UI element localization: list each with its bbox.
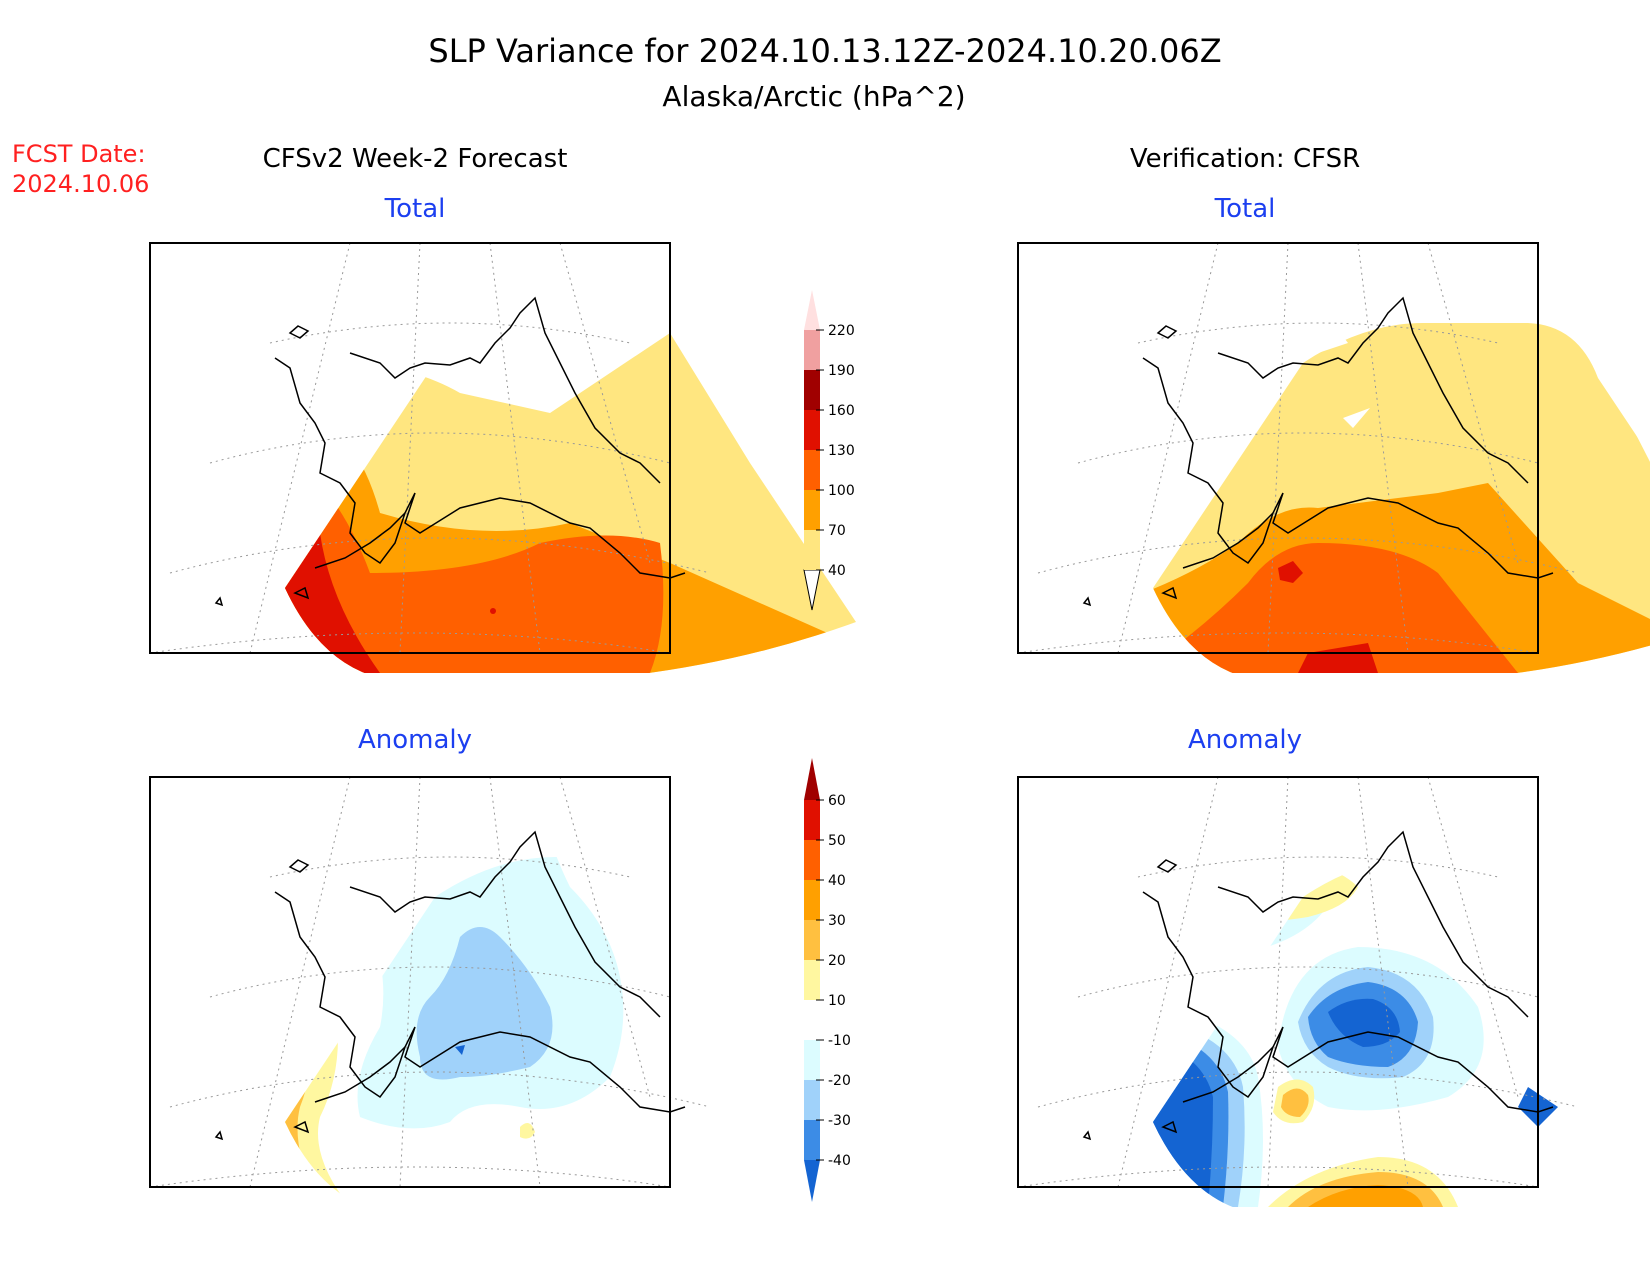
- colorbar-tip-top: [804, 290, 820, 330]
- colorbar-label: 70: [828, 523, 846, 539]
- forecast-column-heading: CFSv2 Week-2 Forecast: [263, 144, 568, 174]
- colorbar-segment: [804, 1080, 820, 1120]
- colorbar-label: 100: [828, 483, 855, 499]
- colorbar-segment: [804, 880, 820, 920]
- forecast-anomaly-map: [149, 776, 711, 1207]
- verification-total-map: [1017, 242, 1650, 673]
- fcst-date-value: 2024.10.06: [12, 170, 149, 198]
- colorbar-tip-top: [804, 758, 820, 800]
- colorbar-segment: [804, 450, 820, 490]
- colorbar-label: 30: [828, 913, 846, 929]
- colorbar-label: 220: [828, 323, 855, 339]
- colorbar-label: -30: [828, 1113, 851, 1129]
- verification-total-title: Total: [1214, 194, 1276, 224]
- subtitle: Alaska/Arctic (hPa^2): [662, 80, 965, 113]
- colorbar-label: 130: [828, 443, 855, 459]
- colorbar-segment: [804, 920, 820, 960]
- verification-column-heading: Verification: CFSR: [1130, 144, 1360, 174]
- forecast-total-map: [149, 242, 880, 673]
- colorbar-label: 40: [828, 563, 846, 579]
- colorbar-label: 40: [828, 873, 846, 889]
- colorbar-label: 60: [828, 793, 846, 809]
- colorbar-segment: [804, 490, 820, 530]
- colorbar-segment: [804, 1040, 820, 1080]
- anomaly-colorbar: 60 50 40 30 20 10 -10 -20 -30 -40: [804, 758, 851, 1202]
- colorbar-segment: [804, 1000, 820, 1040]
- colorbar-label: 50: [828, 833, 846, 849]
- colorbar-label: 160: [828, 403, 855, 419]
- colorbar-segment: [804, 530, 820, 570]
- forecast-total-title: Total: [384, 194, 446, 224]
- verification-anomaly-map: [1017, 776, 1579, 1207]
- colorbar-label: -20: [828, 1073, 851, 1089]
- verification-anomaly-title: Anomaly: [1188, 725, 1302, 755]
- fcst-date-label: FCST Date:: [12, 140, 146, 168]
- colorbar-segment: [804, 800, 820, 840]
- colorbar-label: 10: [828, 993, 846, 1009]
- colorbar-segment: [804, 1120, 820, 1160]
- colorbar-label: -10: [828, 1033, 851, 1049]
- colorbar-label: 190: [828, 363, 855, 379]
- colorbar-tip-bottom: [804, 1160, 820, 1202]
- total-colorbar: 40 70 100 130 160 190 220: [803, 290, 855, 611]
- forecast-anomaly-title: Anomaly: [358, 725, 472, 755]
- main-title: SLP Variance for 2024.10.13.12Z-2024.10.…: [428, 32, 1221, 70]
- colorbar-segment: [804, 330, 820, 370]
- colorbar-segment: [804, 840, 820, 880]
- colorbar-label: 20: [828, 953, 846, 969]
- colorbar-segment: [804, 410, 820, 450]
- colorbar-label: -40: [828, 1153, 851, 1169]
- colorbar-segment: [804, 960, 820, 1000]
- colorbar-segment: [804, 370, 820, 410]
